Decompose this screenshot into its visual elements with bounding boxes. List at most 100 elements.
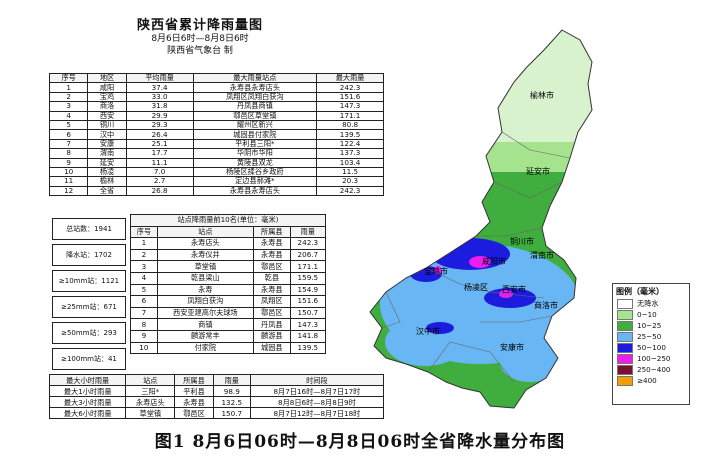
table-cell: 26.8 — [125, 185, 194, 197]
legend-label: 无降水 — [637, 298, 659, 308]
table-cell: 9 — [130, 329, 158, 343]
table-cell: 永寿 — [156, 283, 254, 297]
col-header: 最大雨量站点 — [192, 72, 318, 84]
table-cell: 29.9 — [125, 110, 194, 121]
table-cell: 11.1 — [125, 157, 194, 168]
map-title: 陕西省累计降雨量图 — [136, 18, 263, 33]
table-cell: 10 — [48, 166, 89, 178]
station-count-label: ≥10mm站：1121 — [58, 277, 120, 285]
legend-item: 0~10 — [613, 309, 689, 320]
shaanxi-rainfall-map: 榆林市 延安市 铜川市 宝鸡市 杨凌区 咸阳市 渭南市 西安市 商洛市 汉中市 … — [369, 29, 593, 409]
table-cell: 安康 — [87, 138, 127, 150]
table-cell: 37.4 — [125, 82, 194, 93]
table-cell: 全省 — [87, 185, 127, 197]
table-cell: 10 — [130, 341, 158, 355]
table-cell: 6 — [48, 129, 89, 140]
col-header: 站点 — [125, 374, 176, 386]
table-cell: 最大1小时雨量 — [48, 385, 127, 397]
table-cell: 咸阳 — [87, 82, 127, 93]
table-cell: 33.0 — [125, 91, 194, 103]
table-cell: 铜川 — [87, 119, 127, 131]
city-tongchuan: 铜川市 — [510, 236, 534, 246]
legend-item: 100~250 — [613, 353, 689, 364]
table-cell: 商镇 — [156, 318, 254, 331]
map-agency: 陕西省气象台 制 — [167, 46, 233, 56]
table-cell: 147.3 — [289, 318, 327, 331]
table-cell: 延安 — [87, 157, 127, 168]
table-cell: 3 — [130, 260, 158, 273]
col-header: 所属县 — [174, 374, 214, 386]
legend-item: 250~400 — [613, 364, 689, 375]
legend-label: 50~100 — [637, 343, 666, 352]
table-cell: 7 — [130, 306, 158, 320]
table-cell: 永寿仪井 — [156, 248, 254, 262]
legend-swatch — [617, 353, 633, 364]
station-count-box: ≥25mm站：671 — [52, 296, 126, 318]
table-cell: 西安 — [87, 110, 127, 121]
table-cell: 4 — [48, 110, 89, 121]
table-row: 3 商洛 31.8 丹凤县商镇 147.3 — [48, 101, 384, 112]
table-row: 4 乾县梁山 乾县 159.5 — [130, 271, 327, 285]
table-cell: 麟游常丰 — [156, 329, 254, 343]
table-row: 7 西安亚建高尔夫球场 鄠邑区 150.7 — [130, 306, 327, 320]
table-cell: 8月7日12时—8月7日18时 — [249, 407, 385, 419]
table-cell: 9 — [48, 157, 89, 168]
table-cell: 鄠邑区 — [174, 407, 214, 419]
city-ankang: 安康市 — [500, 342, 524, 352]
col-header: 所属县 — [252, 225, 291, 239]
table-cell: 永寿县 — [252, 283, 291, 297]
table-cell: 8 — [130, 318, 158, 331]
table-cell: 付家院 — [156, 341, 254, 355]
table-row: 5 永寿 永寿县 154.9 — [130, 283, 327, 297]
table-cell: 凤翔区凤翔白获沟 — [192, 91, 318, 103]
table-cell: 平利县 — [174, 385, 214, 397]
city-yanan: 延安市 — [526, 166, 550, 176]
table-cell: 宝鸡 — [87, 91, 127, 103]
table-row: 最大6小时雨量 草堂镇 鄠邑区 150.7 8月7日12时—8月7日18时 — [48, 407, 385, 419]
city-borders — [381, 131, 571, 383]
city-baoji: 宝鸡市 — [424, 266, 448, 276]
col-header: 最大小时雨量 — [48, 374, 127, 386]
table-row: 最大3小时雨量 永寿店头 永寿县 132.5 8月8日6时—8月8日9时 — [48, 396, 385, 408]
col-header: 平均雨量 — [125, 72, 194, 84]
max-hourly-table: 最大小时雨量 站点 所属县 雨量 时间段 最大1小时雨量 三阳* 平利县 98.9 8月… — [48, 374, 385, 419]
legend-item: 50~100 — [613, 342, 689, 353]
table-cell: 定边县郝滩* — [192, 176, 318, 187]
station-count-label: ≥25mm站：671 — [61, 303, 117, 311]
table-cell: 17.7 — [125, 148, 194, 159]
table-cell: 丹凤县商镇 — [192, 101, 318, 112]
table-cell: 159.5 — [289, 271, 327, 285]
legend-label: 100~250 — [637, 354, 671, 363]
table-row: 2 永寿仪井 永寿县 206.7 — [130, 248, 327, 262]
table-cell: 三阳* — [125, 385, 176, 397]
col-header: 序号 — [130, 225, 158, 239]
table-cell: 5 — [130, 283, 158, 297]
city-labels: 榆林市 延安市 铜川市 宝鸡市 杨凌区 咸阳市 渭南市 西安市 商洛市 汉中市 … — [416, 90, 558, 352]
legend-swatch — [617, 320, 633, 331]
table-cell: 206.7 — [289, 248, 327, 262]
legend-label: 0~10 — [637, 310, 657, 319]
top10-station-table: 站点降雨量前10名(单位：毫米) 序号 站点 所属县 雨量 1 永寿店头 永寿县 24… — [130, 214, 327, 355]
top10-header: 序号 站点 所属县 雨量 — [130, 225, 327, 239]
region-rainfall-table: 序号 地区 平均雨量 最大雨量站点 最大雨量 1 咸阳 37.4 永寿县永寿店头 242… — [48, 72, 384, 197]
station-count-box: 降水站：1702 — [52, 244, 126, 266]
table-cell: 榆林 — [87, 176, 127, 187]
legend-item: 无降水 — [613, 298, 689, 309]
rain-zone-25-50 — [385, 318, 465, 366]
table-cell: 1 — [48, 82, 89, 93]
city-xian: 西安市 — [502, 284, 526, 294]
table-cell: 8 — [48, 148, 89, 159]
figure-caption: 图1 8月6日06时—8月8日06时全省降水量分布图 — [154, 432, 566, 452]
legend-title: 图例（毫米） — [616, 287, 664, 296]
table-cell: 黄陵县双龙 — [192, 157, 318, 168]
table-row: 9 麟游常丰 麟游县 141.8 — [130, 329, 327, 343]
table-cell: 7.0 — [125, 166, 194, 178]
table-cell: 麟游县 — [252, 329, 291, 343]
legend-label: 10~25 — [637, 321, 662, 330]
table-cell: 城固县 — [252, 341, 291, 355]
table-cell: 4 — [130, 271, 158, 285]
legend-swatch — [617, 331, 633, 342]
table-cell: 华阴市华阳 — [192, 148, 318, 159]
col-header: 地区 — [87, 72, 127, 84]
top10-title: 站点降雨量前10名(单位：毫米) — [130, 214, 326, 227]
